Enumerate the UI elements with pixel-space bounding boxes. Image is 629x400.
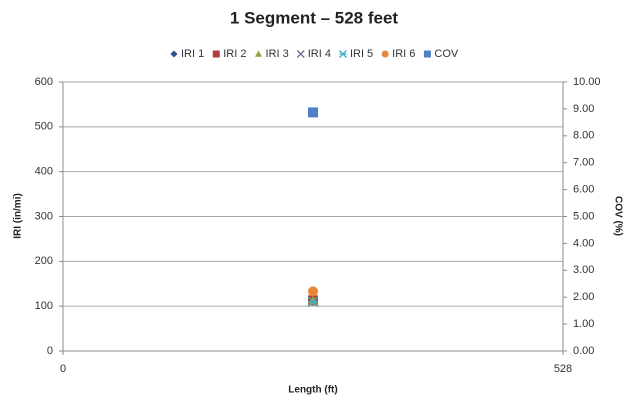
y2-tick-label: 5.00 xyxy=(573,210,594,222)
legend-label: IRI 1 xyxy=(181,48,204,60)
y-tick-label: 200 xyxy=(35,255,53,267)
y2-tick-label: 4.00 xyxy=(573,237,594,249)
legend-symbol xyxy=(338,50,347,58)
y-tick-label: 300 xyxy=(35,210,53,222)
legend-label: IRI 3 xyxy=(265,48,288,60)
legend-label: COV xyxy=(434,48,459,60)
legend-symbol xyxy=(254,50,262,57)
legend-symbol xyxy=(170,50,178,58)
x-tick-label: 528 xyxy=(554,363,572,375)
legend-symbol xyxy=(296,50,305,58)
data-point xyxy=(307,296,319,308)
legend: IRI 1 IRI 2 IRI 3 IRI 4 IRI 5 IRI 6 COV xyxy=(170,48,459,60)
legend-symbol xyxy=(423,50,431,58)
data-point xyxy=(308,107,318,118)
y-tick-label: 600 xyxy=(35,76,53,88)
y-tick-label: 0 xyxy=(47,345,53,357)
y2-tick-label: 7.00 xyxy=(573,157,594,169)
legend-label: IRI 6 xyxy=(392,48,415,60)
y2-tick-label: 3.00 xyxy=(573,264,594,276)
y2-tick-label: 6.00 xyxy=(573,184,594,196)
y-tick-label: 400 xyxy=(35,166,53,178)
y-tick-label: 100 xyxy=(35,300,53,312)
y-axis-title: IRI (in/mi) xyxy=(13,193,24,239)
y2-tick-label: 0.00 xyxy=(573,345,594,357)
legend-label: IRI 2 xyxy=(223,48,246,60)
y2-tick-label: 8.00 xyxy=(573,130,594,142)
x-axis-title: Length (ft) xyxy=(288,385,337,396)
legend-label: IRI 4 xyxy=(308,48,331,60)
data-point xyxy=(308,286,318,297)
x-tick-label: 0 xyxy=(60,363,66,375)
y2-tick-label: 9.00 xyxy=(573,103,594,115)
legend-symbol xyxy=(212,50,220,58)
legend-symbol xyxy=(381,50,389,58)
y2-axis-title: COV (%) xyxy=(612,196,623,236)
y-tick-label: 500 xyxy=(35,121,53,133)
legend-label: IRI 5 xyxy=(350,48,373,60)
data-point xyxy=(308,295,318,305)
chart-title: 1 Segment – 528 feet xyxy=(230,8,399,27)
y2-tick-label: 2.00 xyxy=(573,291,594,303)
y2-tick-label: 10.00 xyxy=(573,76,601,88)
y2-tick-label: 1.00 xyxy=(573,318,594,330)
